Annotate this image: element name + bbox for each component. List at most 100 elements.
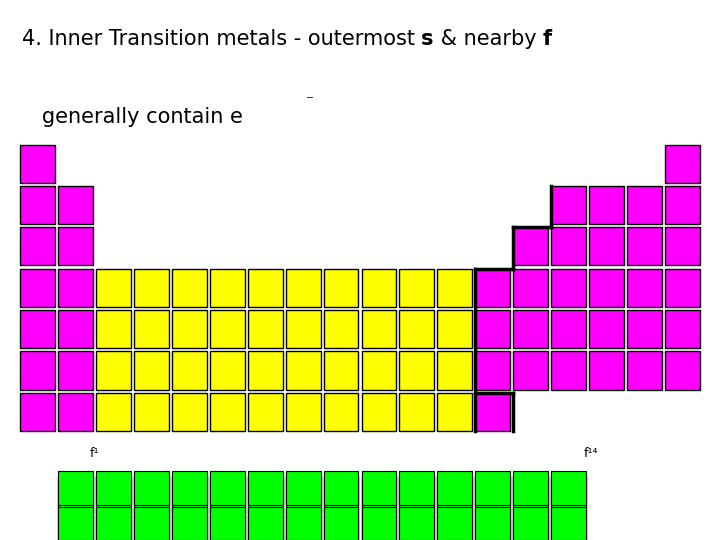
Bar <box>286 352 320 389</box>
Bar <box>513 476 548 514</box>
Bar <box>361 352 397 389</box>
Bar <box>323 471 359 505</box>
Bar <box>96 352 131 389</box>
Bar <box>134 310 169 348</box>
Bar <box>437 310 472 348</box>
Bar <box>589 186 624 224</box>
Bar <box>96 507 131 540</box>
Bar <box>58 471 93 505</box>
Bar <box>551 269 586 307</box>
Bar <box>323 393 359 431</box>
Bar <box>400 507 434 540</box>
Bar <box>134 352 169 389</box>
Bar <box>134 471 169 505</box>
Bar <box>627 269 662 307</box>
Bar <box>286 310 320 348</box>
Bar <box>475 352 510 389</box>
Bar <box>551 507 586 540</box>
Text: 4. Inner Transition metals - outermost: 4. Inner Transition metals - outermost <box>22 29 421 49</box>
Bar <box>20 186 55 224</box>
Bar <box>437 507 472 540</box>
Text: 5: 5 <box>7 322 17 336</box>
Bar <box>58 515 93 540</box>
Bar <box>323 476 359 514</box>
Bar <box>134 269 169 307</box>
Bar <box>551 476 586 514</box>
Bar <box>58 269 93 307</box>
Bar <box>58 227 93 266</box>
Bar <box>627 227 662 266</box>
Bar <box>248 507 283 540</box>
Bar <box>513 515 548 540</box>
Bar <box>58 186 93 224</box>
Bar <box>400 393 434 431</box>
Bar <box>210 471 245 505</box>
Bar <box>475 507 510 540</box>
Bar <box>248 269 283 307</box>
Bar <box>172 507 207 540</box>
Text: & nearby: & nearby <box>433 29 543 49</box>
Bar <box>400 310 434 348</box>
Bar <box>665 352 700 389</box>
Bar <box>248 310 283 348</box>
Bar <box>551 515 586 540</box>
Text: f¹⁴: f¹⁴ <box>584 447 598 460</box>
Bar <box>361 471 397 505</box>
Bar <box>58 352 93 389</box>
Bar <box>475 393 510 431</box>
Bar <box>134 515 169 540</box>
Bar <box>210 352 245 389</box>
Bar <box>400 476 434 514</box>
Bar <box>96 393 131 431</box>
Bar <box>551 227 586 266</box>
Bar <box>20 310 55 348</box>
Bar <box>323 352 359 389</box>
Bar <box>400 471 434 505</box>
Bar <box>323 507 359 540</box>
Bar <box>20 269 55 307</box>
Bar <box>58 393 93 431</box>
Text: 2: 2 <box>7 198 17 213</box>
Text: 6: 6 <box>7 363 17 378</box>
Bar <box>58 476 93 514</box>
Bar <box>361 515 397 540</box>
Bar <box>20 145 55 183</box>
Bar <box>361 393 397 431</box>
Bar <box>400 269 434 307</box>
Bar <box>437 393 472 431</box>
Bar <box>286 393 320 431</box>
Bar <box>172 515 207 540</box>
Text: 3: 3 <box>7 239 17 254</box>
Bar <box>96 515 131 540</box>
Bar <box>665 310 700 348</box>
Bar <box>248 471 283 505</box>
Bar <box>361 269 397 307</box>
Bar <box>400 515 434 540</box>
Bar <box>172 352 207 389</box>
Bar <box>665 227 700 266</box>
Bar <box>286 515 320 540</box>
Bar <box>665 145 700 183</box>
Bar <box>20 393 55 431</box>
Bar <box>589 310 624 348</box>
Bar <box>437 269 472 307</box>
Bar <box>475 476 510 514</box>
Bar <box>627 186 662 224</box>
Bar <box>323 515 359 540</box>
Bar <box>551 352 586 389</box>
Bar <box>96 310 131 348</box>
Bar <box>513 507 548 540</box>
Bar <box>210 476 245 514</box>
Bar <box>58 507 93 540</box>
Bar <box>286 471 320 505</box>
Bar <box>20 352 55 389</box>
Text: generally contain e: generally contain e <box>22 107 243 127</box>
Bar <box>248 476 283 514</box>
Bar <box>437 352 472 389</box>
Text: 4: 4 <box>7 280 17 295</box>
Bar <box>323 269 359 307</box>
Bar <box>627 352 662 389</box>
Bar <box>172 393 207 431</box>
Bar <box>437 515 472 540</box>
Bar <box>172 310 207 348</box>
